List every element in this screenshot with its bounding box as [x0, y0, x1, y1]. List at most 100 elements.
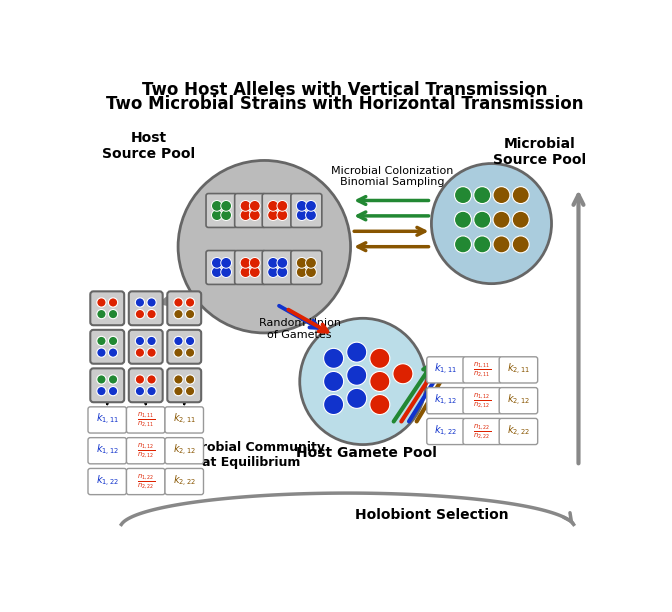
- FancyBboxPatch shape: [165, 407, 204, 433]
- Circle shape: [474, 211, 491, 228]
- FancyBboxPatch shape: [463, 357, 501, 383]
- Circle shape: [277, 267, 288, 277]
- Text: $k_{2,11}$: $k_{2,11}$: [173, 412, 196, 428]
- Circle shape: [185, 337, 195, 346]
- Text: $\frac{n_{1,11}}{n_{2,11}}$: $\frac{n_{1,11}}{n_{2,11}}$: [473, 360, 491, 379]
- Circle shape: [135, 310, 144, 319]
- Circle shape: [174, 375, 183, 384]
- Circle shape: [185, 298, 195, 307]
- Circle shape: [370, 348, 390, 368]
- Circle shape: [97, 298, 106, 307]
- Circle shape: [249, 258, 260, 268]
- FancyBboxPatch shape: [206, 250, 237, 285]
- Circle shape: [147, 375, 156, 384]
- Circle shape: [296, 258, 307, 268]
- Circle shape: [324, 371, 343, 392]
- Circle shape: [108, 375, 118, 384]
- Circle shape: [277, 258, 288, 268]
- Circle shape: [108, 298, 118, 307]
- Circle shape: [135, 298, 144, 307]
- Circle shape: [97, 337, 106, 346]
- Circle shape: [240, 258, 251, 268]
- Circle shape: [512, 211, 530, 228]
- Circle shape: [135, 387, 144, 396]
- Circle shape: [512, 236, 530, 253]
- Text: $\frac{n_{1,12}}{n_{2,12}}$: $\frac{n_{1,12}}{n_{2,12}}$: [136, 441, 155, 460]
- Circle shape: [185, 375, 195, 384]
- Circle shape: [267, 267, 278, 277]
- FancyBboxPatch shape: [427, 387, 465, 414]
- Circle shape: [347, 342, 367, 362]
- Circle shape: [347, 389, 367, 408]
- FancyBboxPatch shape: [90, 330, 124, 364]
- Circle shape: [267, 210, 278, 220]
- Circle shape: [220, 267, 232, 277]
- FancyBboxPatch shape: [88, 468, 126, 494]
- Circle shape: [370, 395, 390, 414]
- Circle shape: [370, 371, 390, 392]
- FancyBboxPatch shape: [126, 438, 165, 464]
- Circle shape: [306, 267, 317, 277]
- Circle shape: [347, 365, 367, 386]
- Circle shape: [174, 298, 183, 307]
- Circle shape: [306, 258, 317, 268]
- FancyBboxPatch shape: [235, 193, 265, 228]
- FancyBboxPatch shape: [88, 407, 126, 433]
- Text: $k_{2,22}$: $k_{2,22}$: [173, 474, 196, 489]
- FancyBboxPatch shape: [126, 468, 165, 494]
- Circle shape: [147, 348, 156, 357]
- Circle shape: [97, 375, 106, 384]
- Circle shape: [185, 310, 195, 319]
- FancyBboxPatch shape: [129, 330, 163, 364]
- Circle shape: [249, 267, 260, 277]
- FancyBboxPatch shape: [427, 357, 465, 383]
- Circle shape: [108, 387, 118, 396]
- FancyBboxPatch shape: [262, 193, 293, 228]
- FancyBboxPatch shape: [167, 291, 201, 325]
- FancyBboxPatch shape: [463, 419, 501, 444]
- Circle shape: [306, 201, 317, 211]
- Circle shape: [324, 348, 343, 368]
- Circle shape: [212, 258, 222, 268]
- Circle shape: [296, 267, 307, 277]
- FancyBboxPatch shape: [88, 438, 126, 464]
- Circle shape: [135, 337, 144, 346]
- Text: Two Host Alleles with Vertical Transmission: Two Host Alleles with Vertical Transmiss…: [142, 81, 547, 99]
- Text: Host
Source Pool: Host Source Pool: [102, 131, 196, 162]
- FancyBboxPatch shape: [167, 368, 201, 402]
- FancyBboxPatch shape: [165, 468, 204, 494]
- FancyBboxPatch shape: [499, 387, 538, 414]
- Circle shape: [296, 201, 307, 211]
- Text: $k_{1,22}$: $k_{1,22}$: [434, 424, 458, 439]
- Circle shape: [493, 236, 510, 253]
- Circle shape: [240, 210, 251, 220]
- Circle shape: [97, 348, 106, 357]
- Text: Microbial Colonization
Binomial Sampling: Microbial Colonization Binomial Sampling: [331, 166, 454, 187]
- FancyBboxPatch shape: [291, 250, 322, 285]
- FancyBboxPatch shape: [235, 250, 265, 285]
- Circle shape: [240, 267, 251, 277]
- Circle shape: [174, 337, 183, 346]
- Text: $k_{1,11}$: $k_{1,11}$: [95, 412, 119, 428]
- Circle shape: [296, 210, 307, 220]
- FancyBboxPatch shape: [291, 193, 322, 228]
- Text: $\frac{n_{1,22}}{n_{2,22}}$: $\frac{n_{1,22}}{n_{2,22}}$: [136, 472, 155, 491]
- FancyBboxPatch shape: [126, 407, 165, 433]
- Circle shape: [220, 201, 232, 211]
- Circle shape: [454, 236, 472, 253]
- Circle shape: [97, 387, 106, 396]
- Circle shape: [267, 258, 278, 268]
- Circle shape: [220, 258, 232, 268]
- FancyBboxPatch shape: [165, 438, 204, 464]
- FancyBboxPatch shape: [427, 419, 465, 444]
- FancyBboxPatch shape: [499, 357, 538, 383]
- Circle shape: [147, 387, 156, 396]
- Circle shape: [454, 187, 472, 204]
- Circle shape: [249, 210, 260, 220]
- Circle shape: [108, 337, 118, 346]
- Text: $k_{2,12}$: $k_{2,12}$: [173, 443, 196, 458]
- Circle shape: [277, 210, 288, 220]
- Circle shape: [147, 298, 156, 307]
- Circle shape: [474, 187, 491, 204]
- Text: $k_{2,11}$: $k_{2,11}$: [507, 362, 530, 378]
